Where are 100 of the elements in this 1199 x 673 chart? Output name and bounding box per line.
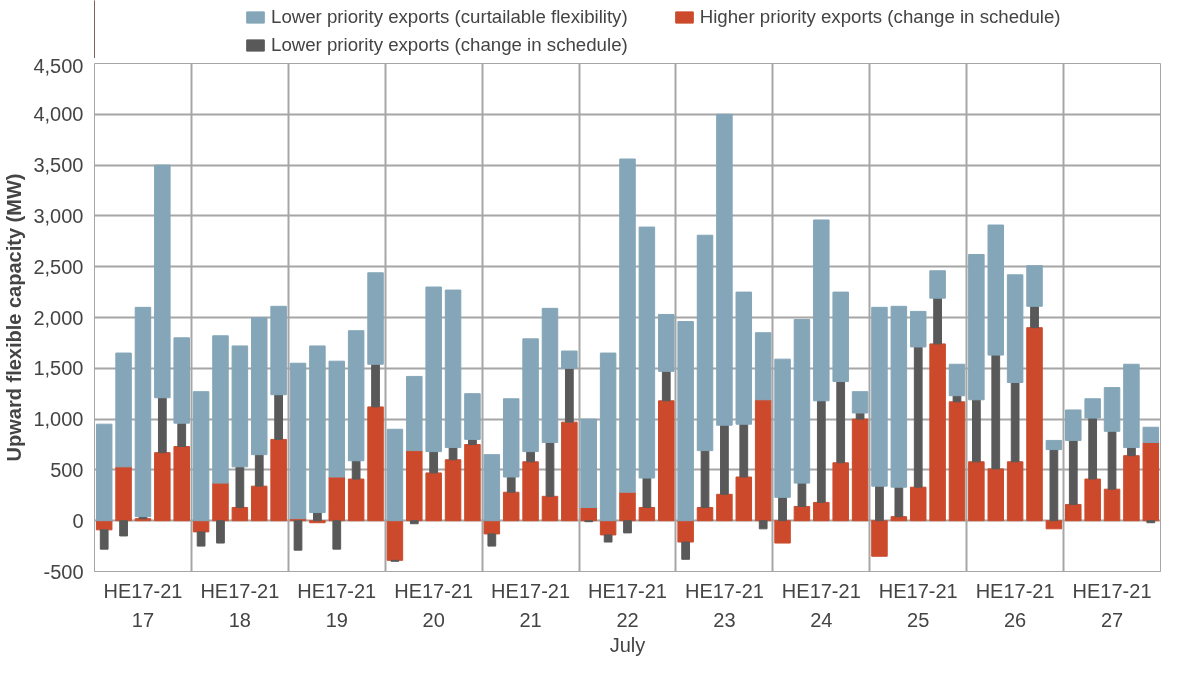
y-tick-label: 0	[72, 509, 84, 532]
bar	[115, 466, 132, 522]
bar	[871, 520, 888, 557]
bar	[987, 224, 1005, 356]
y-tick-label: 500	[50, 458, 84, 481]
bar	[580, 418, 597, 508]
bar	[603, 534, 613, 543]
bar	[332, 520, 342, 550]
bar	[700, 450, 710, 508]
bar	[1006, 274, 1024, 384]
category-label: HE17-21 22	[588, 579, 667, 631]
bar	[1088, 417, 1098, 480]
bar	[735, 476, 753, 522]
bar	[444, 289, 462, 449]
bar	[99, 529, 109, 550]
bar	[619, 491, 636, 522]
bar	[1123, 363, 1140, 449]
bar	[720, 424, 729, 495]
bar	[681, 541, 691, 560]
bar	[716, 113, 733, 426]
bar	[778, 496, 787, 522]
bar	[851, 418, 869, 522]
bar	[813, 219, 830, 402]
bar	[274, 394, 283, 440]
bar	[968, 254, 985, 401]
bar	[832, 462, 849, 522]
y-tick-label: 2,500	[33, 255, 84, 278]
bar	[836, 381, 846, 464]
bar	[661, 370, 671, 402]
bar	[933, 297, 942, 345]
bar	[235, 466, 245, 508]
bar	[231, 345, 249, 468]
bar	[658, 313, 675, 372]
bar	[464, 393, 481, 440]
y-tick-label: 1,000	[33, 408, 84, 431]
bar	[95, 423, 113, 522]
category-label: HE17-21 26	[975, 579, 1055, 631]
bar	[696, 234, 714, 452]
bar	[758, 520, 768, 530]
bar	[425, 472, 442, 522]
bar	[816, 400, 826, 503]
bar	[1127, 447, 1136, 457]
bar	[545, 441, 555, 497]
bar	[464, 444, 481, 522]
bar	[1146, 520, 1156, 524]
bar	[1103, 387, 1121, 432]
bar	[599, 520, 617, 536]
bar	[952, 395, 962, 403]
bar	[328, 360, 346, 478]
bar	[351, 460, 361, 480]
bar	[177, 422, 187, 448]
bar	[623, 520, 632, 534]
bar	[154, 164, 171, 399]
y-tick-label: 3,500	[33, 154, 84, 177]
bar	[119, 520, 128, 537]
bar	[948, 401, 966, 522]
bar	[735, 291, 753, 425]
bar	[367, 272, 384, 365]
bar	[173, 446, 190, 522]
category-label: HE17-21 20	[394, 579, 474, 631]
bar	[793, 505, 811, 522]
bar	[564, 367, 574, 423]
bar	[270, 438, 287, 522]
bar	[677, 321, 694, 522]
bar	[347, 478, 365, 522]
bar	[619, 158, 636, 493]
bar	[192, 520, 210, 533]
y-tick-label: 3,000	[33, 204, 84, 227]
bar	[328, 476, 346, 522]
bar	[406, 375, 423, 452]
bar	[1107, 430, 1117, 490]
bar	[309, 345, 326, 514]
bar	[599, 352, 617, 522]
bar	[192, 391, 210, 522]
bar	[386, 428, 404, 522]
bar	[522, 461, 539, 522]
bar	[797, 482, 807, 507]
bar	[196, 531, 206, 547]
bar	[642, 477, 652, 508]
bar	[1026, 265, 1043, 307]
bar	[909, 310, 927, 348]
bar	[890, 305, 908, 488]
category-label: HE17-21 17	[103, 579, 183, 631]
bar	[991, 354, 1001, 470]
y-tick-label: 2,000	[33, 306, 84, 329]
bar	[1142, 441, 1160, 522]
bar	[134, 306, 152, 518]
category-label: HE17-21 19	[297, 579, 377, 631]
bar	[1045, 439, 1063, 451]
bar	[754, 399, 772, 522]
bar	[429, 451, 439, 474]
bar	[487, 533, 497, 547]
bar	[173, 337, 190, 424]
category-label: HE17-21 25	[878, 579, 958, 631]
bar	[793, 319, 811, 484]
bar	[894, 486, 904, 518]
bar	[1065, 409, 1082, 441]
bar	[115, 352, 132, 468]
bar	[909, 486, 927, 522]
bar	[1049, 449, 1059, 522]
